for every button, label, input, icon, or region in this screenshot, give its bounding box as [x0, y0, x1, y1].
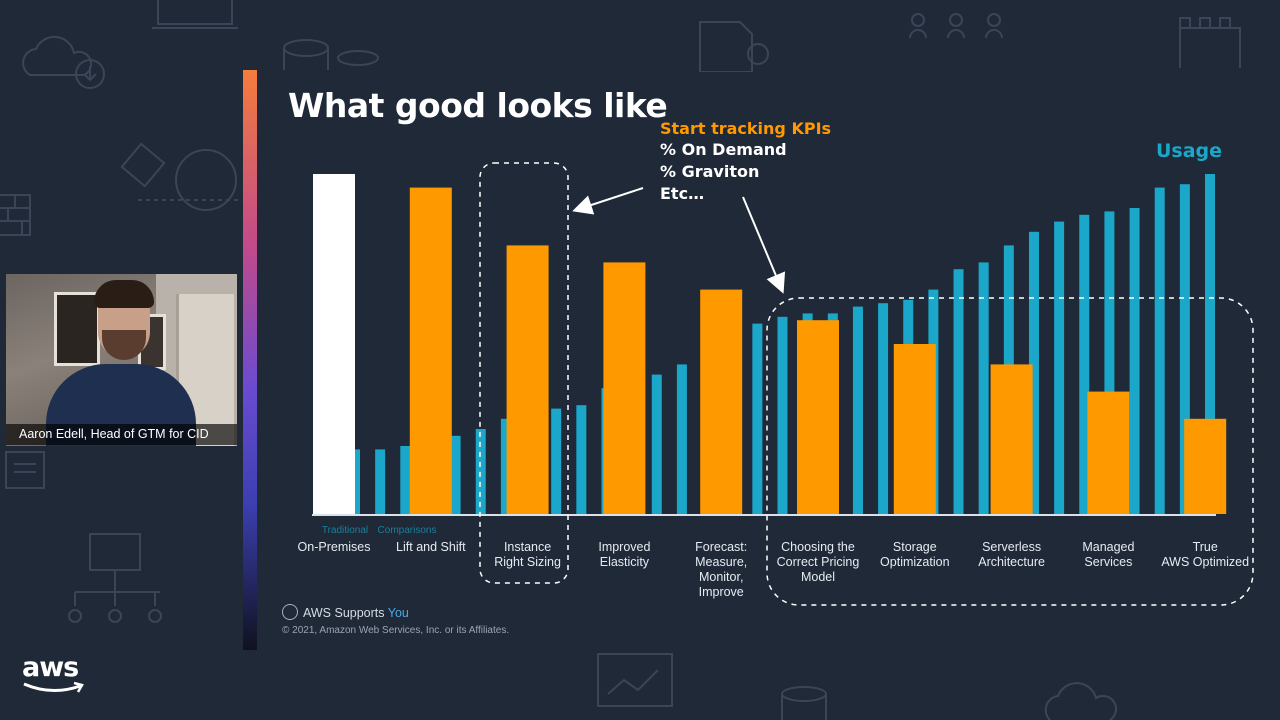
usage-bar	[1054, 221, 1065, 514]
usage-bar	[1028, 231, 1039, 515]
usage-bar	[978, 262, 989, 514]
users-devices-icon	[909, 13, 1003, 39]
cloud-download-icon	[22, 35, 105, 89]
usage-bar	[551, 408, 562, 514]
kpi-heading: Start tracking KPIs	[660, 119, 832, 138]
usage-bar	[1179, 184, 1190, 514]
support-people-icon	[282, 604, 298, 620]
cost-bar	[1087, 391, 1130, 514]
usage-bar	[777, 316, 788, 514]
usage-bar	[400, 446, 411, 514]
instance-sizing-highlight-box	[479, 162, 569, 584]
category-label: Improved Elasticity	[598, 540, 650, 569]
usage-bar	[1104, 211, 1115, 514]
cost-bar	[797, 320, 839, 514]
cost-bar	[893, 344, 936, 514]
database-icon	[781, 686, 827, 720]
category-label: Choosing the Correct Pricing Model	[777, 540, 860, 584]
monitor-chart-icon	[597, 653, 673, 707]
usage-bar	[375, 449, 386, 514]
cost-bar	[603, 262, 646, 514]
usage-bar	[1079, 214, 1090, 515]
usage-bar	[576, 405, 587, 514]
category-label: Serverless Architecture	[978, 540, 1045, 569]
legend-label: Comparisons	[378, 525, 437, 536]
webcam-video	[6, 274, 237, 446]
category-label: Forecast: Measure, Monitor, Improve	[695, 540, 747, 599]
cost-bar	[313, 174, 355, 514]
document-icon	[5, 451, 45, 489]
usage-bar	[1205, 174, 1215, 514]
usage-bar	[676, 364, 687, 514]
usage-bar	[1154, 187, 1165, 514]
category-label: True AWS Optimized	[1161, 540, 1249, 569]
aws-supports-you-logo: AWS Supports You	[282, 604, 409, 620]
category-label: Managed Services	[1082, 540, 1134, 569]
usage-bar	[500, 418, 511, 514]
aws-logo: aws	[22, 652, 79, 683]
usage-bar	[651, 374, 662, 514]
usage-bar	[852, 306, 863, 514]
code-document-icon	[699, 21, 769, 72]
aws-supports-you-text: You	[387, 606, 409, 620]
usage-label: Usage	[1156, 140, 1223, 162]
cost-bar	[700, 289, 743, 514]
brick-wall-icon	[0, 194, 31, 236]
usage-bar	[878, 303, 889, 514]
cost-bar	[409, 187, 452, 514]
cost-bar	[990, 364, 1033, 514]
cloud-icon	[1044, 682, 1117, 720]
kpi-line-on-demand: % On Demand	[660, 140, 787, 159]
usage-bar	[450, 435, 461, 514]
kpi-line-etc: Etc…	[660, 184, 705, 203]
cost-bar	[506, 245, 549, 514]
org-chart-icon	[68, 533, 162, 623]
satellite-icon	[120, 142, 238, 211]
laptop-icon	[152, 0, 238, 29]
speaker-name-caption: Aaron Edell, Head of GTM for CID	[6, 424, 237, 445]
category-label: Storage Optimization	[880, 540, 950, 569]
category-label: Instance Right Sizing	[494, 540, 561, 569]
castle-icon	[1179, 17, 1241, 68]
legend-label: Traditional	[322, 525, 368, 536]
kpi-arrow-left	[572, 187, 644, 215]
kpi-line-graviton: % Graviton	[660, 162, 760, 181]
category-label: Lift and Shift	[396, 540, 466, 554]
database-icon	[283, 39, 379, 70]
cost-bar	[1184, 418, 1227, 514]
category-label: On-Premises	[298, 540, 371, 554]
usage-bar	[475, 429, 486, 514]
usage-bar	[953, 269, 964, 514]
kpi-arrow-right	[742, 196, 786, 294]
usage-bar	[1129, 208, 1140, 514]
aws-supports-text: AWS Supports	[303, 606, 385, 620]
accent-strip	[243, 70, 257, 650]
slide-title: What good looks like	[288, 86, 668, 125]
aws-smile-logo	[23, 681, 84, 693]
usage-bar	[752, 323, 763, 514]
copyright-notice: © 2021, Amazon Web Services, Inc. or its…	[282, 625, 510, 636]
optimization-highlight-box	[766, 297, 1254, 606]
